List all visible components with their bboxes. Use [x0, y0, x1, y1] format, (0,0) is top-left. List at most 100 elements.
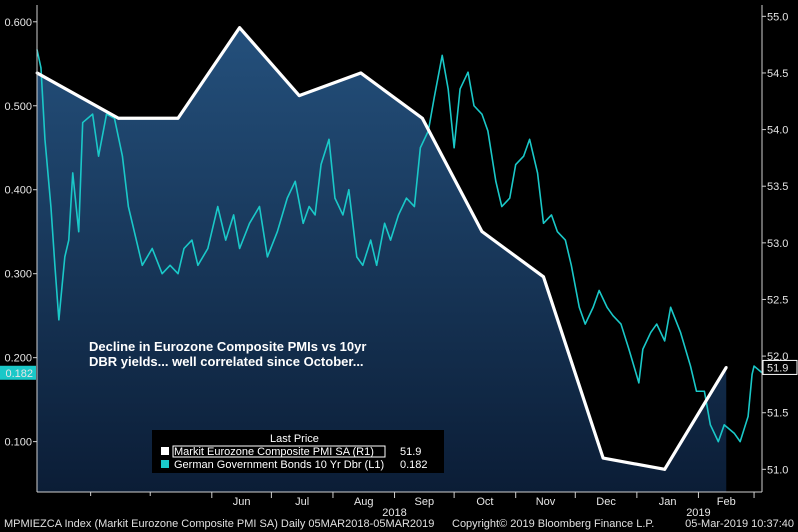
yield-point — [481, 113, 483, 115]
pmi-point — [297, 94, 301, 98]
yield-point — [656, 323, 658, 325]
legend-title: Last Price — [270, 433, 319, 445]
yield-point — [564, 239, 566, 241]
yield-point — [64, 256, 66, 258]
pmi-point — [359, 71, 363, 75]
pmi-point — [601, 456, 605, 460]
legend-swatch-pmi — [161, 447, 169, 455]
right-last-value-badge — [762, 359, 798, 375]
legend-swatch-yield — [161, 460, 169, 468]
footer-index-description: MPMIEZCA Index (Markit Eurozone Composit… — [4, 518, 434, 530]
yield-point — [695, 390, 698, 392]
pmi-area — [37, 27, 727, 493]
yield-point — [248, 222, 251, 224]
yield-point — [302, 222, 304, 224]
yield-point — [356, 256, 358, 258]
left-tick-label: 0.600 — [4, 17, 32, 29]
yield-point — [370, 239, 372, 241]
legend-value-yield: 0.182 — [400, 459, 428, 471]
pmi-point — [238, 26, 242, 30]
yield-point — [40, 67, 42, 69]
right-tick-label: 54.0 — [767, 125, 788, 137]
yield-point — [638, 382, 640, 384]
yield-point — [473, 105, 475, 107]
left-tick-label: 0.100 — [4, 437, 32, 449]
legend-highlight-pmi — [172, 445, 386, 458]
yield-point — [141, 264, 143, 266]
pmi-point — [117, 116, 120, 120]
yield-point — [294, 180, 296, 182]
month-label: Nov — [536, 496, 556, 508]
yield-point — [266, 256, 269, 258]
yield-point — [664, 340, 666, 342]
right-tick-label: 55.0 — [767, 11, 788, 23]
legend: Last Price Markit Eurozone Composite PMI… — [152, 430, 444, 473]
yield-point — [183, 247, 185, 250]
yield-point — [739, 441, 741, 443]
footer-timestamp: 05-Mar-2019 10:37:40 — [685, 518, 794, 530]
yield-point — [413, 205, 415, 208]
yield-point — [453, 147, 455, 149]
left-tick-label: 0.400 — [4, 185, 32, 197]
yield-point — [362, 264, 364, 266]
yield-point — [501, 205, 503, 208]
yield-point — [68, 239, 70, 241]
yield-point — [578, 306, 580, 308]
year-label: 2018 — [382, 507, 406, 519]
yield-point — [592, 306, 594, 308]
yield-point — [717, 441, 719, 443]
right-tick-label: 53.0 — [767, 238, 788, 250]
yield-point — [397, 214, 400, 216]
yield-point — [584, 323, 586, 325]
yield-point — [320, 163, 322, 166]
pmi-point — [663, 467, 667, 471]
yield-point — [191, 239, 193, 241]
yield-point — [82, 121, 84, 124]
yield-point — [419, 147, 421, 149]
yield-point — [536, 172, 539, 174]
pmi-line — [36, 26, 728, 471]
yield-point — [467, 71, 469, 73]
yield-point — [441, 54, 443, 56]
yield-point — [286, 197, 288, 199]
yield-point — [747, 415, 749, 418]
yield-point — [628, 348, 630, 350]
yield-point — [495, 180, 497, 182]
yield-point — [642, 348, 644, 350]
yield-point — [127, 205, 129, 208]
yield-point — [225, 239, 227, 241]
yield-point — [97, 155, 100, 157]
left-last-value-label: 0.182 — [5, 368, 33, 380]
yield-point — [121, 155, 124, 157]
yield-point — [276, 231, 278, 233]
month-label: Jan — [659, 496, 677, 508]
yield-point — [342, 214, 344, 216]
right-tick-label: 54.5 — [767, 68, 788, 80]
yield-point — [733, 432, 735, 434]
month-label: Sep — [415, 496, 435, 508]
yield-point — [751, 373, 753, 376]
legend-label-yield: German Government Bonds 10 Yr Dbr (L1) — [174, 459, 384, 471]
month-label: Aug — [354, 496, 374, 508]
year-label: 2019 — [686, 507, 710, 519]
yield-point — [556, 231, 559, 233]
yield-point — [72, 172, 74, 174]
yield-line — [36, 49, 763, 443]
yield-point — [177, 273, 179, 275]
right-tick-label: 52.5 — [767, 294, 788, 306]
yield-point — [308, 205, 310, 208]
yield-point — [620, 323, 622, 325]
pmi-point — [176, 116, 180, 120]
yield-point — [58, 319, 60, 321]
yield-point — [509, 197, 511, 199]
annotation: Decline in Eurozone Composite PMIs vs 10… — [89, 339, 366, 369]
footer: MPMIEZCA Index (Markit Eurozone Composit… — [4, 518, 794, 530]
axes: 0.600 0.500 0.400 0.300 0.200 0.100 55.0 54.5 54… — [0, 5, 798, 519]
yield-point — [598, 289, 600, 292]
right-tick-label: 51.5 — [767, 408, 788, 420]
footer-copyright: Copyright© 2019 Bloomberg Finance L.P. — [452, 518, 654, 530]
yield-point — [447, 88, 449, 90]
yield-point — [92, 113, 94, 115]
legend-label-pmi: Markit Eurozone Composite PMI SA (R1) — [174, 446, 374, 458]
yield-point — [105, 113, 108, 115]
